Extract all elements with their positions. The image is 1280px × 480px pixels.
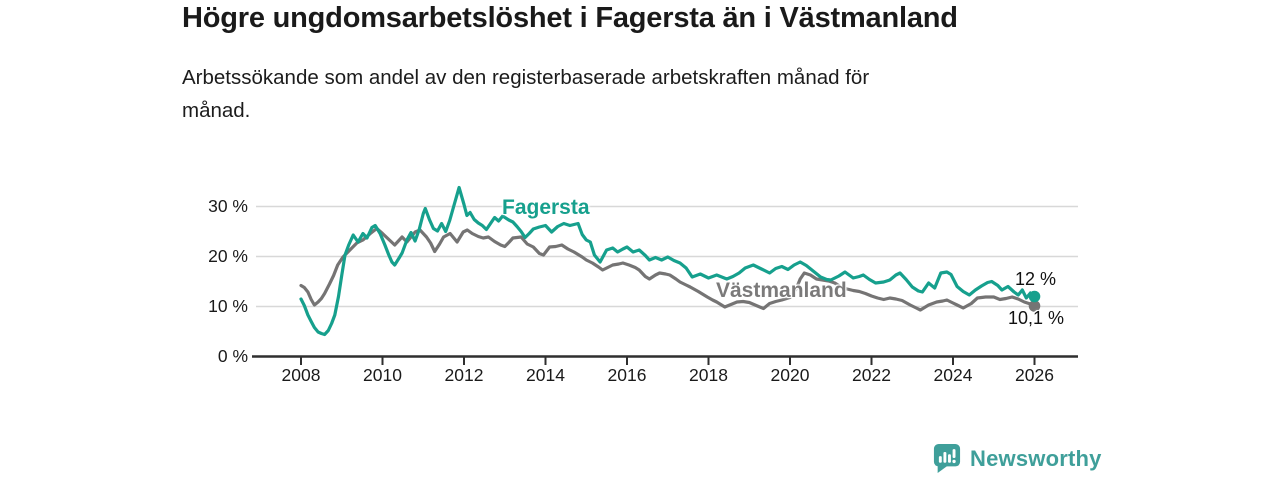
brand-footer: Newsworthy	[933, 443, 1102, 474]
x-axis-label: 2014	[526, 365, 565, 385]
series-label-fagersta: Fagersta	[502, 196, 590, 219]
vastmanland-end-dot	[1028, 300, 1041, 312]
y-axis-label: 0 %	[217, 345, 248, 366]
page-subtitle: Arbetssökande som andel av den registerb…	[182, 66, 870, 122]
newsworthy-logo-icon	[933, 444, 961, 473]
fagersta-line	[299, 185, 1037, 337]
fagersta-end-dot	[1028, 290, 1041, 303]
x-axis-label: 2020	[770, 365, 810, 385]
x-axis-label: 2016	[607, 365, 647, 385]
x-axis-label: 2010	[363, 365, 402, 385]
y-axis-label: 20 %	[208, 245, 248, 266]
series-label-vastmanland: Västmanland	[716, 279, 847, 302]
y-axis-label: 30 %	[208, 195, 248, 216]
brand-wordmark: Newsworthy	[970, 445, 1102, 471]
x-axis-label: 2008	[281, 365, 321, 385]
page-title: Högre ungdomsarbetslöshet i Fagersta än …	[182, 2, 958, 34]
y-axis-label: 10 %	[208, 295, 248, 316]
x-axis-label: 2024	[933, 365, 973, 385]
vastmanland-line	[299, 226, 1037, 312]
x-axis-label: 2012	[444, 365, 484, 385]
x-axis-label: 2026	[1015, 365, 1054, 385]
end-value-label-fagersta: 12 %	[1014, 269, 1056, 289]
x-axis-label: 2022	[852, 365, 891, 385]
end-value-label-vastmanland: 10,1 %	[1007, 308, 1064, 328]
x-axis-label: 2018	[689, 365, 728, 385]
